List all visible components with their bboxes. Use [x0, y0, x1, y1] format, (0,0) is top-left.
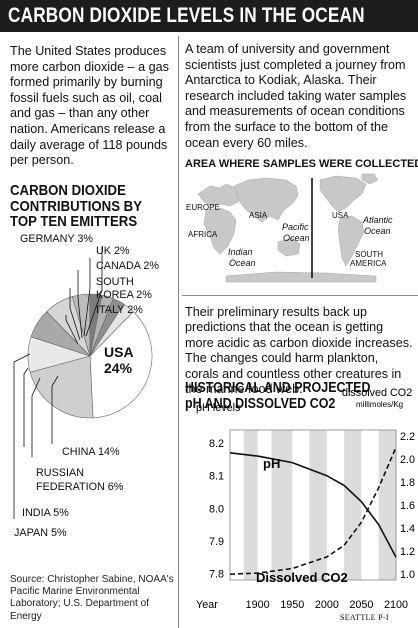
x-axis-label: Year [196, 599, 218, 611]
y-left-tick-label: 7.9 [209, 536, 224, 548]
map-label-indian-1: Indian [228, 247, 253, 257]
emitters-title: CARBON DIOXIDE CONTRIBUTIONS BY TOP TEN … [10, 182, 142, 230]
pie-label-italy: ITALY 2% [96, 304, 143, 316]
map-australia [277, 237, 301, 257]
leader-italy [65, 315, 79, 345]
map-label-africa: AFRICA [188, 230, 218, 239]
grid-band [344, 430, 362, 580]
map-label-atlantic-1: Atlantic [363, 215, 393, 225]
x-tick-label: 2100 [384, 599, 408, 611]
y-right-tick-label: 1.8 [400, 477, 415, 489]
map-antarctica [225, 271, 377, 283]
map-label-usa: USA [332, 211, 349, 220]
y-left-tick-label: 8.2 [209, 438, 224, 450]
findings-paragraph: Their preliminary results back up predic… [185, 305, 413, 397]
map-label-europe: EUROPE [186, 203, 220, 212]
map-asia [233, 177, 299, 223]
series-label-co2: Dissolved CO2 [256, 570, 348, 585]
leader-uk [83, 258, 91, 337]
intro-paragraph: The United States produces more carbon d… [10, 44, 169, 168]
map-south-america [337, 215, 365, 267]
pie-label-usa-2: 24% [104, 360, 133, 376]
y-right-tick-label: 2.0 [400, 454, 415, 466]
map-title: AREA WHERE SAMPLES WERE COLLECTED [185, 158, 418, 170]
grid-band [271, 430, 293, 580]
map-label-asia: ASIA [249, 211, 268, 220]
map-africa [203, 207, 237, 255]
grid-band [243, 430, 258, 580]
leader-china [51, 375, 59, 444]
page-title: CARBON DIOXIDE LEVELS IN THE OCEAN [8, 4, 365, 27]
y-right-tick-label: 2.2 [400, 431, 415, 443]
series-label-ph: pH [263, 456, 280, 471]
column-divider [178, 36, 179, 628]
leader-south-korea [69, 288, 81, 341]
pie-label-usa-1: USA [104, 344, 134, 360]
expedition-paragraph: A team of university and government scie… [185, 42, 407, 150]
pie-label-canada: CANADA 2% [96, 260, 160, 272]
plot-frame [229, 429, 397, 581]
leader-canada [77, 270, 83, 339]
pie-slice-china [29, 355, 94, 419]
y-right-tick-label: 1.6 [400, 500, 415, 512]
map-label-pacific-1: Pacific [282, 222, 309, 232]
ph-chart-title: HISTORICAL AND PROJECTED pH AND DISSOLVE… [185, 380, 371, 412]
map-greenland [361, 173, 379, 185]
leader-japan [13, 353, 31, 519]
map-north-america [319, 175, 367, 213]
pie-label-japan: JAPAN 5% [14, 527, 67, 539]
y-left-tick-label: 8.0 [209, 503, 224, 515]
grid-band [309, 430, 327, 580]
pie-label-uk: UK 2% [96, 245, 130, 257]
leader-india [23, 367, 29, 447]
x-tick-label: 1950 [280, 599, 304, 611]
credit-line: SEATTLE P-I [340, 613, 389, 622]
leader-germany [85, 246, 103, 337]
pie-label-china: CHINA 14% [62, 446, 120, 458]
leader-russia [31, 377, 41, 457]
y-right-tick-label: 1.4 [400, 523, 415, 535]
series-line-ph [229, 452, 397, 558]
pie-slice-usa [89, 311, 153, 419]
map-label-pacific-2: Ocean [283, 233, 310, 243]
pie-label-russia-1: RUSSIAN [36, 467, 84, 479]
y-right-tick-label: 1.0 [400, 569, 415, 581]
title-banner: CARBON DIOXIDE LEVELS IN THE OCEAN [0, 0, 418, 32]
x-tick-label: 1900 [246, 599, 270, 611]
map-label-indian-2: Ocean [229, 258, 256, 268]
pie-slice-italy [89, 303, 134, 357]
emitters-pie-chart [13, 246, 153, 519]
series-line-dissolved-co2 [229, 446, 397, 575]
section-divider [182, 295, 418, 296]
y-right-tick-label: 1.2 [400, 546, 415, 558]
world-map [197, 173, 379, 283]
pie-label-germany: GERMANY 3% [20, 233, 94, 245]
pie-label-south-korea-1: SOUTH [96, 276, 134, 288]
pie-label-russia-2: FEDERATION 6% [36, 481, 124, 493]
grid-band [378, 430, 396, 580]
pie-label-south-korea-2: KOREA 2% [96, 289, 152, 301]
x-tick-label: 2000 [315, 599, 339, 611]
map-label-south-america-2: AMERICA [350, 259, 387, 268]
y-left-tick-label: 7.8 [209, 568, 224, 580]
pie-label-india: INDIA 5% [22, 507, 69, 519]
map-label-atlantic-2: Ocean [364, 226, 391, 236]
map-label-south-america-1: SOUTH [355, 250, 383, 259]
source-note: Source: Christopher Sabine, NOAA's Pacif… [10, 574, 174, 622]
y-left-tick-label: 8.1 [209, 471, 224, 483]
x-tick-label: 2050 [349, 599, 373, 611]
